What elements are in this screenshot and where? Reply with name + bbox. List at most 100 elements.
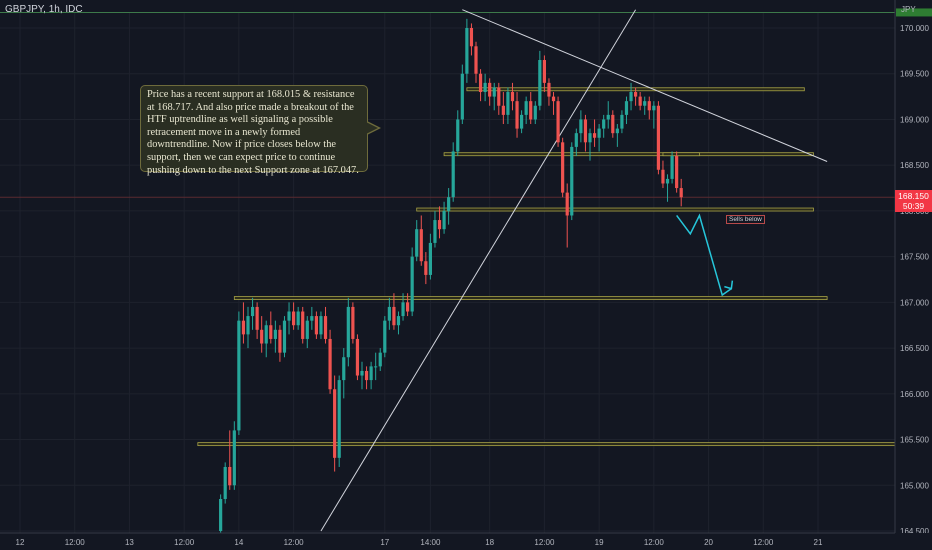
candle: [374, 352, 378, 381]
candle: [634, 87, 638, 106]
candle: [419, 215, 423, 266]
candle: [615, 124, 619, 147]
price-axis[interactable]: 164.500 165.000 165.500 166.000 166.500 167.0…: [894, 0, 932, 550]
x-tick-label: 12:00: [284, 538, 305, 547]
candle: [273, 320, 277, 353]
candle-body: [355, 338, 360, 376]
candle-body: [437, 220, 442, 230]
x-tick-label: 12:00: [534, 538, 555, 547]
candle: [478, 69, 483, 102]
zone-resistance: [662, 152, 700, 157]
candle-body: [282, 320, 287, 353]
candle: [551, 92, 556, 115]
candle: [433, 210, 437, 248]
candle-body: [292, 311, 296, 326]
downtrendline: [462, 9, 828, 162]
candle-body: [624, 101, 629, 115]
candle-body: [542, 60, 546, 83]
candle: [556, 96, 560, 147]
candle-body: [634, 92, 638, 97]
candle-body: [351, 306, 355, 339]
candle: [606, 101, 610, 129]
candle: [410, 247, 414, 317]
candle: [437, 206, 442, 239]
candle: [287, 302, 291, 335]
candle-body: [364, 370, 369, 381]
candle: [392, 293, 396, 330]
candle-body: [647, 101, 651, 111]
candle: [451, 142, 455, 202]
candle-body: [574, 133, 578, 147]
candle: [447, 188, 451, 225]
zone-support-zone: [233, 296, 828, 300]
candle: [424, 252, 428, 285]
candle-body: [415, 229, 419, 257]
candle: [561, 137, 565, 198]
candle-body: [410, 256, 414, 312]
candle-body: [223, 466, 227, 499]
x-tick-label: 12:00: [174, 538, 195, 547]
candle-body: [401, 302, 405, 317]
candle-body: [260, 329, 264, 344]
candle: [592, 119, 597, 147]
candle: [574, 128, 578, 157]
candle-body: [287, 311, 291, 321]
candle-body: [483, 82, 487, 93]
candle-body: [237, 320, 241, 431]
candle: [602, 114, 606, 138]
candle: [310, 306, 314, 330]
candle-body: [246, 316, 250, 335]
candle: [246, 306, 250, 349]
y-tick-label: 169.500: [900, 70, 929, 79]
candle-body: [643, 101, 647, 106]
candle: [260, 316, 264, 353]
candle-body: [456, 119, 460, 152]
candle-body: [529, 101, 533, 120]
analysis-note-pointer: [366, 121, 381, 135]
candle-body: [219, 498, 223, 531]
y-tick-label: 168.500: [900, 161, 929, 170]
candle-body: [424, 261, 428, 275]
candle-body: [360, 370, 364, 376]
candle: [278, 325, 282, 362]
candle: [538, 50, 542, 111]
candle: [579, 110, 583, 143]
projection-arrow: [676, 213, 734, 297]
candle: [323, 306, 328, 344]
candle: [269, 311, 273, 344]
candle-body: [497, 87, 501, 106]
x-tick-label: 14:00: [420, 538, 441, 547]
candle-body: [328, 338, 332, 390]
candle-body: [665, 178, 670, 184]
candle: [442, 201, 446, 234]
htf-uptrendline: [320, 9, 637, 532]
time-axis[interactable]: 12 12:00 13 12:00 14 12:00 17 14:00 18 12:00 19 12:…: [0, 532, 932, 550]
candle: [588, 128, 592, 161]
candle-body: [592, 133, 597, 138]
candle: [346, 297, 350, 367]
candle-body: [597, 128, 601, 138]
candle: [333, 375, 337, 472]
candle-body: [506, 92, 510, 115]
symbol-title[interactable]: GBPJPY, 1h, IDC: [5, 4, 83, 15]
candle-body: [378, 352, 382, 367]
candle-body: [383, 320, 387, 353]
zone-support: [416, 207, 814, 212]
sells-below-label[interactable]: Sells below: [726, 215, 765, 224]
zone-support: [197, 442, 932, 447]
candle: [237, 311, 241, 435]
candle: [319, 311, 323, 339]
candle: [497, 82, 501, 115]
candle-body: [602, 119, 606, 129]
candle-body: [638, 96, 642, 106]
candle: [620, 110, 624, 134]
candle: [524, 96, 528, 125]
candle-body: [501, 105, 505, 115]
candle: [255, 302, 259, 339]
candle-body: [615, 128, 619, 134]
candle: [643, 96, 647, 115]
candle: [305, 316, 309, 349]
candle: [456, 110, 460, 157]
analysis-note[interactable]: Price has a recent support at 168.015 & …: [140, 85, 368, 176]
